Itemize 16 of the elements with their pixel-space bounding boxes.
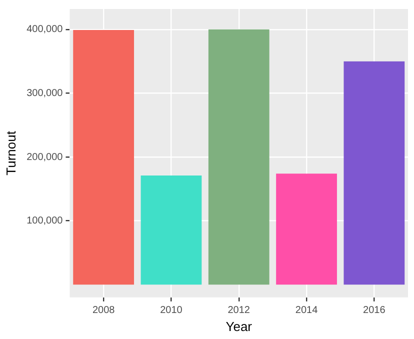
x-tick-label: 2014 [295, 305, 318, 316]
bar [208, 29, 270, 285]
bar [344, 61, 405, 285]
x-tick-label: 2008 [92, 305, 116, 316]
x-tick-label: 2010 [160, 305, 183, 316]
bar [276, 174, 337, 285]
bar [73, 30, 134, 285]
y-tick-label: 100,000 [26, 216, 64, 227]
x-axis-title: Year [226, 318, 253, 334]
y-tick-label: 400,000 [26, 24, 64, 36]
y-tick-label: 200,000 [26, 152, 64, 163]
x-tick-label: 2012 [228, 305, 250, 316]
y-tick-label: 300,000 [26, 88, 64, 99]
bar [140, 176, 202, 285]
x-tick-label: 2016 [363, 305, 386, 316]
y-axis-title: Turnout [3, 130, 18, 176]
